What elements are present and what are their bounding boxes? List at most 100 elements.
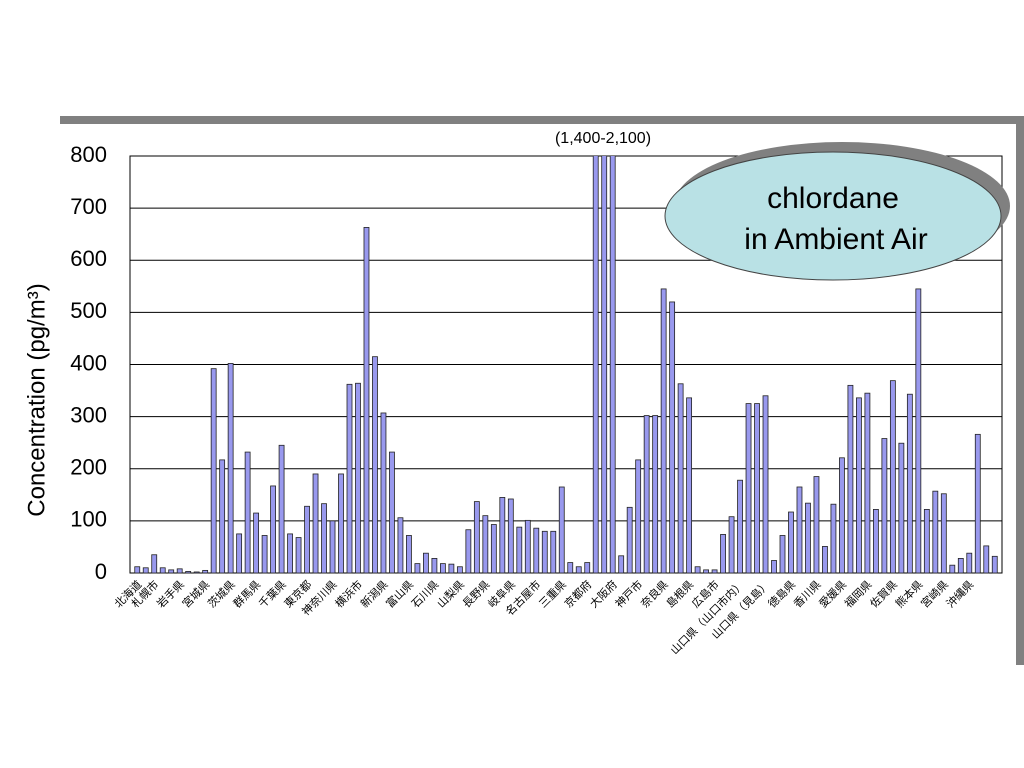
x-tick-label: 香川県 [791, 578, 824, 611]
x-tick-label: 沖縄県 [943, 577, 976, 610]
bar [745, 403, 752, 574]
x-tick-label: 宮城県 [179, 577, 212, 610]
bar [278, 444, 285, 574]
bar [439, 563, 446, 574]
bar [159, 567, 166, 574]
bar [889, 380, 896, 574]
bar [643, 415, 650, 574]
bar [694, 566, 701, 574]
bar [805, 502, 811, 574]
bar [142, 567, 149, 574]
bar [720, 534, 726, 574]
bar [507, 498, 514, 574]
bar [168, 569, 175, 574]
bar [134, 566, 141, 574]
x-tick-label: 京都府 [561, 577, 594, 610]
bar [822, 546, 828, 574]
x-tick-label: 宮崎県 [918, 577, 951, 610]
bar [406, 535, 412, 574]
bar [448, 563, 455, 574]
x-tick-label: 大阪府 [587, 577, 620, 610]
bar [244, 451, 251, 574]
bar [524, 519, 531, 574]
x-tick-label: 横浜市 [332, 577, 365, 610]
bar [881, 438, 888, 574]
bar [779, 535, 786, 574]
bar [601, 156, 608, 574]
bar [635, 459, 642, 574]
bar [737, 479, 743, 574]
bar [558, 486, 565, 574]
bar [847, 384, 854, 574]
bar [609, 156, 616, 574]
bar [703, 569, 709, 574]
bar [236, 533, 243, 574]
x-tick-label: 新潟県 [357, 577, 390, 610]
bar [915, 288, 922, 574]
bar [592, 156, 599, 574]
bar [304, 505, 310, 574]
x-tick-label: 千葉県 [256, 577, 289, 610]
bar [771, 560, 777, 574]
bar [253, 512, 260, 574]
bar [321, 503, 327, 574]
x-tick-label: 石川県 [409, 578, 442, 611]
bar [957, 558, 964, 574]
bar [728, 516, 735, 574]
bar [355, 382, 361, 574]
bar [974, 433, 981, 574]
bar [414, 563, 421, 574]
chart-title: chlordane [767, 182, 899, 215]
bar [923, 509, 930, 574]
chart-title: in Ambient Air [744, 223, 927, 256]
x-tick-label: 愛媛県 [816, 577, 849, 610]
bar [380, 412, 387, 574]
bar [991, 555, 998, 574]
y-tick-label: 600 [70, 246, 107, 271]
x-tick-label: 岩手県 [154, 577, 187, 610]
bar [940, 493, 947, 574]
title-ellipse [664, 151, 1002, 281]
bar [516, 526, 523, 574]
bar [754, 403, 760, 574]
bar [813, 476, 820, 574]
x-tick-label: 山梨県 [434, 577, 467, 610]
bar [261, 535, 268, 574]
x-tick-label: 神戸市 [612, 577, 645, 610]
bar [176, 568, 183, 574]
x-tick-label: 徳島県 [765, 577, 798, 610]
bar [329, 520, 336, 574]
bar [906, 393, 913, 574]
bar [431, 558, 438, 574]
y-tick-label: 400 [70, 350, 107, 375]
bar [456, 566, 463, 574]
bar [652, 415, 659, 574]
bar [898, 442, 905, 574]
bars [134, 156, 998, 574]
bar [363, 227, 370, 574]
bar [796, 486, 803, 574]
x-tick-label: 島根県 [663, 577, 696, 610]
bar [788, 511, 794, 574]
bar [677, 383, 684, 574]
x-tick-label: 三重県 [536, 577, 569, 610]
bar [949, 564, 956, 574]
bar [312, 473, 319, 574]
bar [151, 554, 158, 574]
bar [711, 569, 718, 574]
bar [669, 301, 676, 574]
bar [193, 571, 200, 574]
bar [219, 459, 226, 574]
x-tick-label: 茨城県 [205, 577, 238, 610]
bar [185, 571, 192, 574]
bar [295, 537, 302, 574]
bar [618, 555, 625, 574]
bar [872, 509, 879, 574]
bar [423, 552, 429, 574]
bar [966, 552, 973, 574]
bar [490, 524, 497, 574]
bar [686, 397, 693, 574]
bar [584, 562, 591, 574]
bar [338, 473, 344, 574]
y-axis-label: Concentration (pg/m³) [23, 283, 50, 516]
